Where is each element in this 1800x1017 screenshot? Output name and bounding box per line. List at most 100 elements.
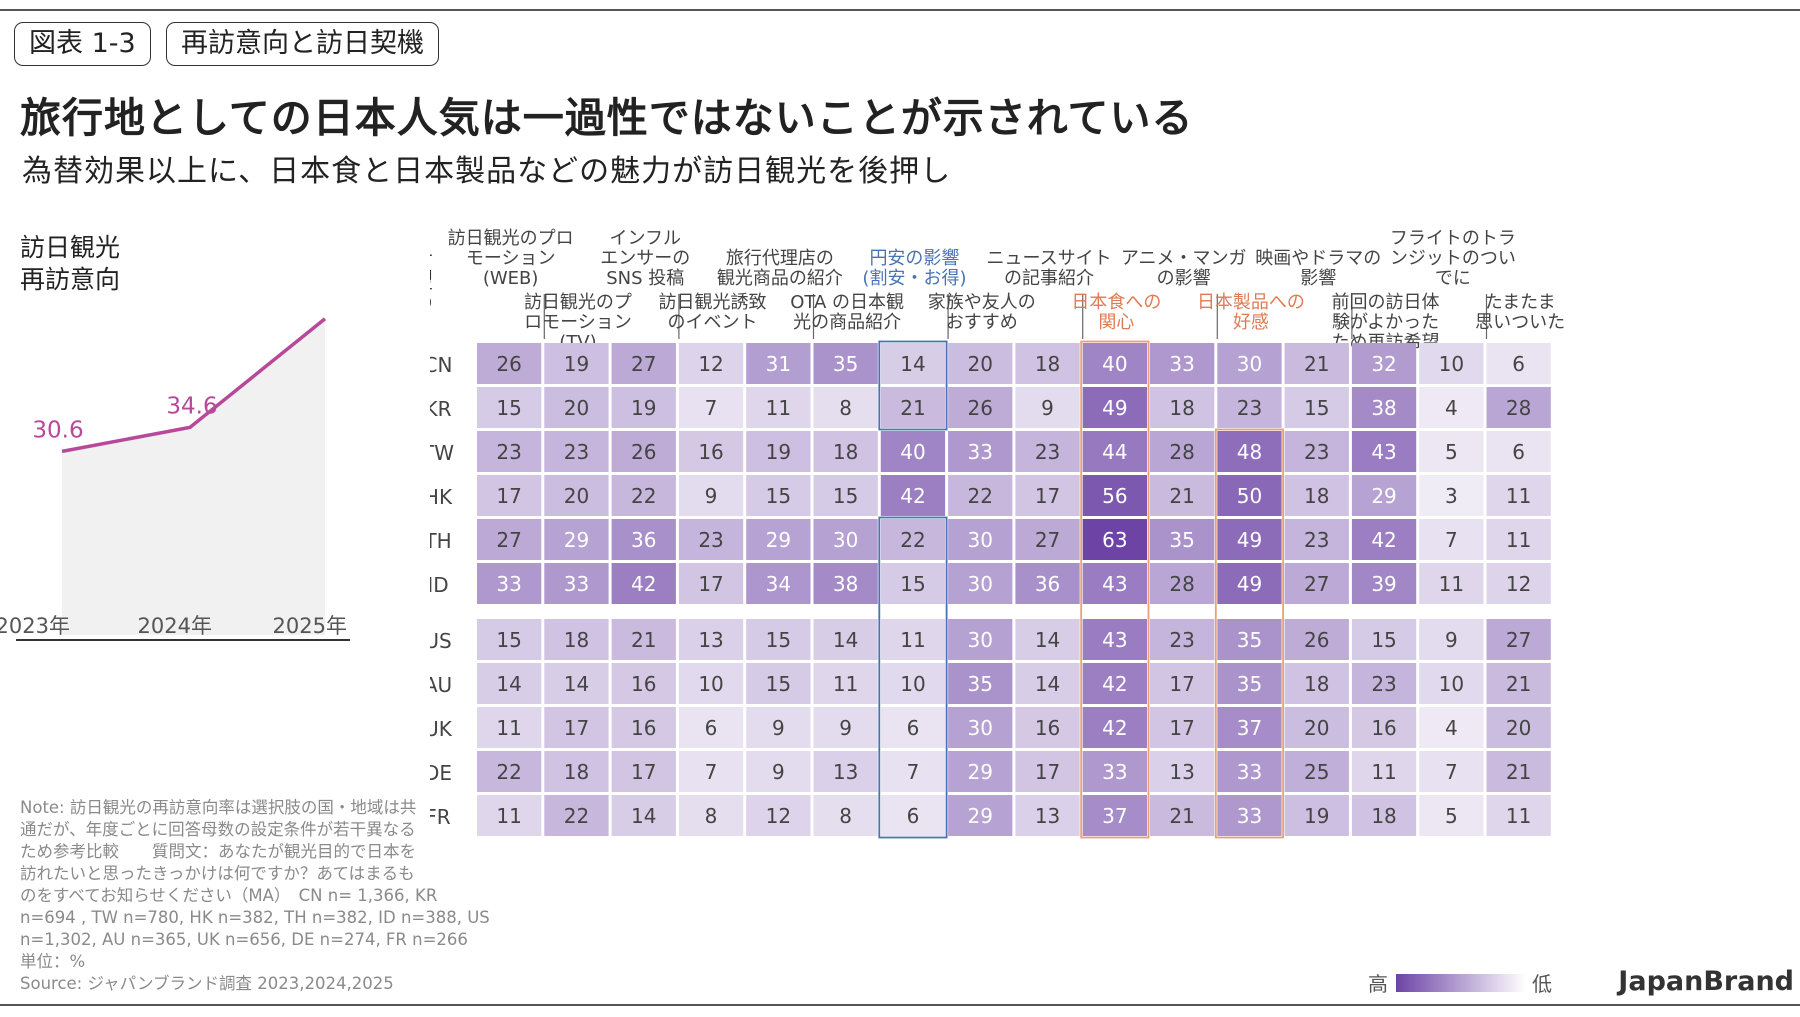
heatmap-cell: [813, 519, 878, 560]
heatmap-cell: [1419, 475, 1484, 516]
heatmap-cell: [1082, 795, 1147, 836]
heatmap-cell: [813, 475, 878, 516]
line-chart-area: [62, 318, 325, 635]
heatmap-cell: [1351, 751, 1417, 792]
heatmap-cell: [746, 663, 811, 704]
heatmap-value: 5: [1445, 440, 1458, 464]
footnote-line: n=1,302, AU n=365, UK n=656, DE n=274, F…: [20, 930, 468, 949]
heatmap-cell: [1150, 795, 1215, 836]
heatmap-value: 43: [1371, 440, 1396, 464]
footnote: Note: 訪日観光の再訪意向率は選択肢の国・地域は共 通だが、年度ごとに回答母数…: [20, 797, 490, 995]
row-label: US: [430, 629, 452, 653]
heatmap-cell: [678, 343, 744, 384]
line-chart-series: [61, 317, 327, 454]
heatmap-cell: [1284, 387, 1349, 428]
heatmap-cell: [948, 387, 1013, 428]
heatmap-cell: [746, 475, 811, 516]
heatmap-cell: [813, 619, 878, 660]
heatmap-cell: [678, 663, 744, 704]
heatmap-cell: [1486, 619, 1551, 660]
heatmap-value: 10: [1439, 672, 1464, 696]
heatmap-value: 43: [1102, 572, 1127, 596]
heatmap-value: 6: [705, 716, 718, 740]
heatmap-value: 27: [1304, 572, 1329, 596]
column-header-text: モーション: [466, 248, 556, 269]
heatmap-value: 11: [833, 672, 858, 696]
heatmap-value: 17: [1169, 716, 1194, 740]
heatmap-value: 28: [1169, 440, 1194, 464]
column-header-text: ロモーション: [524, 312, 632, 333]
bottom-rule: [0, 1004, 1800, 1006]
line-chart-data-label: 34.6: [166, 393, 217, 419]
heatmap-cell: [477, 387, 542, 428]
heatmap-cell: [1284, 343, 1349, 384]
heatmap-value: 14: [1035, 628, 1060, 652]
heatmap-cell: [1419, 663, 1484, 704]
heatmap-value: 21: [1304, 352, 1329, 376]
heatmap-cell: [1284, 431, 1349, 472]
heatmap-value: 36: [1035, 572, 1060, 596]
heatmap-value: 40: [900, 440, 925, 464]
heatmap-cell: [948, 431, 1013, 472]
heatmap-value: 20: [1506, 716, 1531, 740]
heatmap-cell: [880, 707, 946, 748]
heatmap-value: 6: [1512, 440, 1525, 464]
heatmap-cell: [611, 663, 676, 704]
heatmap-value: 21: [1169, 484, 1194, 508]
heatmap-value: 18: [1304, 484, 1329, 508]
heatmap-cell: [1284, 563, 1349, 604]
legend-low-label: 低: [1532, 972, 1552, 996]
column-header-text: 円安の影響: [869, 248, 959, 269]
heatmap-value: 15: [900, 572, 925, 596]
heatmap-cell: [1015, 663, 1080, 704]
heatmap-value: 12: [1506, 572, 1531, 596]
heatmap-value: 27: [631, 352, 656, 376]
heatmap-cell: [1284, 619, 1349, 660]
heatmap-value: 11: [496, 804, 521, 828]
heatmap-value: 38: [833, 572, 858, 596]
column-header-text: 日本製品への: [1197, 292, 1305, 313]
heatmap-cell: [1217, 663, 1282, 704]
footnote-line: ため参考比較 質問文：あなたが観光目的で日本を: [20, 842, 416, 861]
heatmap-value: 36: [631, 528, 656, 552]
column-header-text: 訪日観光のプロ: [448, 228, 574, 249]
heatmap-value: 14: [900, 352, 925, 376]
heatmap-cell: [477, 795, 542, 836]
heatmap-value: 40: [1102, 352, 1127, 376]
heatmap-label-char: 望: [430, 269, 433, 294]
heatmap-cell: [611, 519, 676, 560]
heatmap-value: 42: [1102, 672, 1127, 696]
heatmap-value: 15: [496, 628, 521, 652]
row-label: DE: [430, 761, 452, 785]
heatmap-cell: [813, 795, 878, 836]
heatmap-cell: [1486, 475, 1551, 516]
heatmap-value: 7: [1445, 528, 1458, 552]
legend-high-label: 高: [1368, 972, 1388, 996]
heatmap-value: 32: [1371, 352, 1396, 376]
heatmap-value: 18: [833, 440, 858, 464]
heatmap-value: 35: [833, 352, 858, 376]
heatmap-cell: [880, 751, 946, 792]
heatmap-cell: [611, 619, 676, 660]
heatmap-value: 49: [1237, 572, 1262, 596]
heatmap-cell: [1082, 563, 1147, 604]
heatmap-value: 35: [1237, 672, 1262, 696]
heatmap-cell: [1351, 343, 1417, 384]
heatmap-value: 13: [833, 760, 858, 784]
section-tag: 再訪意向と訪日契機: [166, 22, 439, 66]
heatmap-value: 29: [564, 528, 589, 552]
heatmap-value: 23: [1304, 440, 1329, 464]
column-header-text: 光の商品紹介: [793, 312, 901, 333]
column-header-text: インフル: [610, 228, 681, 249]
column-header-text: 訪日観光誘致: [659, 292, 767, 313]
heatmap-value: 30: [968, 528, 993, 552]
heatmap-cell: [746, 751, 811, 792]
heatmap-cell: [1082, 707, 1147, 748]
heatmap-value: 15: [766, 672, 791, 696]
heatmap-cell: [948, 475, 1013, 516]
heatmap-value: 56: [1102, 484, 1127, 508]
heatmap-cell: [1217, 751, 1282, 792]
heatmap-value: 23: [564, 440, 589, 464]
column-header-text: 旅行代理店の: [726, 248, 834, 269]
heatmap-value: 23: [1237, 396, 1262, 420]
